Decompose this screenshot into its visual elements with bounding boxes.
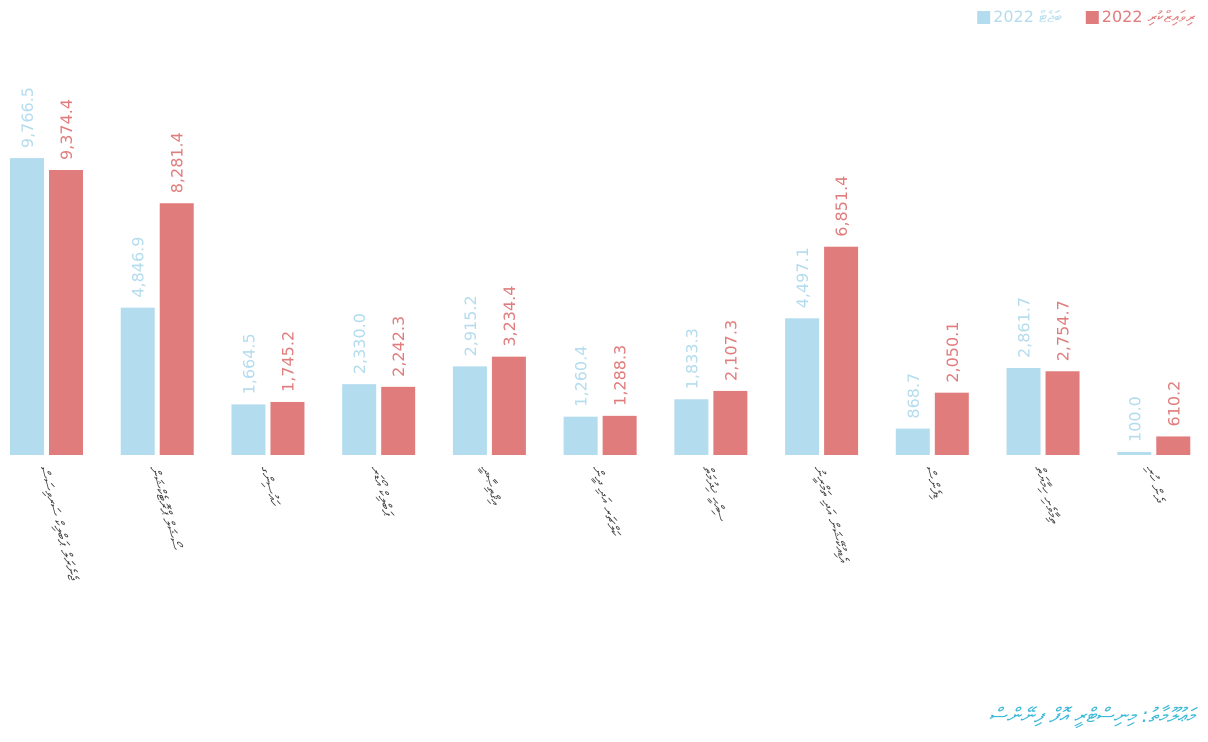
bar (785, 318, 820, 455)
x-tick-label: ތިމާވެށި ހިމާޔަތް (1031, 464, 1063, 526)
value-label: 2,754.7 (1054, 300, 1073, 361)
value-label: 4,846.9 (129, 237, 148, 298)
value-label: 4,497.1 (793, 247, 812, 308)
bar (491, 356, 526, 455)
bar (602, 415, 637, 455)
x-tick-label: ސޯޝަލް ޕްރޮޓެކްޝަން (145, 464, 184, 553)
bar (270, 401, 305, 455)
value-label: 2,915.2 (461, 295, 480, 356)
value-label: 3,234.4 (500, 286, 519, 347)
bar (1117, 451, 1152, 455)
bar (10, 158, 44, 456)
bar (1006, 368, 1041, 455)
bar (934, 392, 969, 455)
bar (159, 203, 194, 455)
bar (381, 386, 416, 455)
bar (1045, 371, 1080, 455)
value-label: 1,288.3 (611, 345, 630, 406)
bar (895, 428, 930, 455)
x-tick-label: ޖެނެރަލް ޕަބްލިކް ސަރވިސަސް (35, 464, 81, 583)
bar (824, 246, 859, 455)
bar (674, 399, 709, 455)
bar (231, 404, 266, 455)
value-label: 2,861.7 (1015, 297, 1034, 358)
value-label: 2,050.1 (943, 322, 962, 383)
legend-label: 2022 ބަޖެޓް (993, 7, 1062, 26)
bar (49, 170, 83, 455)
bar (1156, 436, 1191, 455)
value-label: 1,664.5 (239, 333, 258, 394)
bar (563, 416, 598, 455)
value-label: 1,260.4 (572, 346, 591, 407)
bar (120, 307, 155, 455)
x-tick-label: ޑިފެންސް (920, 464, 944, 501)
value-label: 1,745.2 (278, 331, 297, 392)
x-tick-label: ޕަބްލިކް އޯޑަރ (367, 464, 397, 520)
value-label: 9,766.5 (18, 87, 37, 148)
x-tick-label: ސިއްޙީ ޚިދުމަތް (698, 464, 729, 525)
value-label: 868.7 (904, 373, 923, 419)
value-label: 2,330.0 (350, 313, 369, 374)
value-label: 2,242.3 (389, 316, 408, 377)
x-tick-label: ކަލްޗަރ އަދި ދީން (587, 464, 623, 540)
source: މަޢުލޫމާތު: މިނިސްޓްރީ އޮފް ފިނޭންސް (989, 703, 1198, 728)
x-tick-label: އެޑިއުކޭޝަން އަދި ތަމްރީނު (809, 464, 852, 566)
value-label: 610.2 (1164, 381, 1183, 427)
value-label: 2,107.3 (721, 320, 740, 381)
x-tick-label: ދެން ހުރި (1142, 463, 1168, 505)
value-label: 8,281.4 (168, 132, 187, 193)
value-label: 1,833.3 (682, 328, 701, 389)
bar (452, 366, 487, 455)
legend-swatch (1085, 11, 1099, 24)
legend-label: 2022 ރިވައިޒްކުރި (1102, 7, 1196, 26)
x-tick-label: ހައުސިންގ (256, 464, 282, 509)
legend-swatch (977, 11, 991, 24)
x-tick-label: އިޤްތިޞާދީ (476, 463, 504, 508)
bar (713, 390, 748, 455)
bar (342, 384, 377, 455)
value-label: 6,851.4 (832, 176, 851, 237)
value-label: 100.0 (1125, 396, 1144, 442)
value-label: 9,374.4 (57, 99, 76, 160)
